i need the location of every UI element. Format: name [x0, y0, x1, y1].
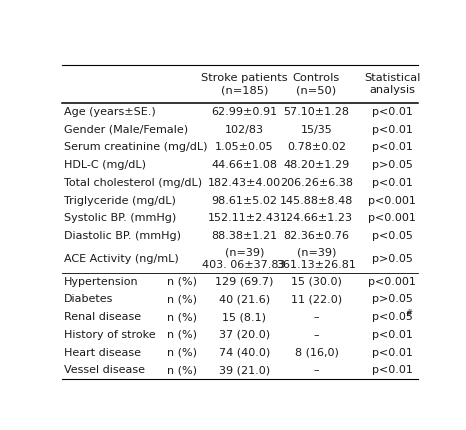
Text: 182.43±4.00: 182.43±4.00: [208, 178, 281, 188]
Text: p<0.01: p<0.01: [372, 178, 413, 188]
Text: 57.10±1.28: 57.10±1.28: [283, 107, 350, 117]
Text: –: –: [314, 312, 319, 322]
Text: 39 (21.0): 39 (21.0): [219, 366, 270, 375]
Text: n (%): n (%): [167, 295, 197, 304]
Text: n (%): n (%): [167, 366, 197, 375]
Text: p<0.001: p<0.001: [369, 196, 416, 206]
Text: n (%): n (%): [167, 330, 197, 340]
Text: Controls
(n=50): Controls (n=50): [293, 73, 340, 95]
Text: (n=39)
403. 06±37.83: (n=39) 403. 06±37.83: [203, 248, 286, 270]
Text: 102/83: 102/83: [225, 125, 264, 135]
Text: 129 (69.7): 129 (69.7): [215, 276, 274, 287]
Text: #: #: [405, 310, 412, 319]
Text: 152.11±2.43: 152.11±2.43: [208, 213, 281, 224]
Text: 0.78±0.02: 0.78±0.02: [287, 142, 346, 152]
Text: p>0.05: p>0.05: [372, 160, 413, 170]
Text: Statistical
analysis: Statistical analysis: [364, 73, 420, 95]
Text: 48.20±1.29: 48.20±1.29: [283, 160, 350, 170]
Text: n (%): n (%): [167, 276, 197, 287]
Text: Diabetes: Diabetes: [64, 295, 113, 304]
Text: 62.99±0.91: 62.99±0.91: [211, 107, 277, 117]
Text: 15 (30.0): 15 (30.0): [291, 276, 342, 287]
Text: n (%): n (%): [167, 312, 197, 322]
Text: 15 (8.1): 15 (8.1): [222, 312, 266, 322]
Text: Total cholesterol (mg/dL): Total cholesterol (mg/dL): [64, 178, 202, 188]
Text: p>0.05: p>0.05: [372, 254, 413, 264]
Text: 206.26±6.38: 206.26±6.38: [280, 178, 353, 188]
Text: Stroke patients
(n=185): Stroke patients (n=185): [201, 73, 288, 95]
Text: Triglyceride (mg/dL): Triglyceride (mg/dL): [64, 196, 176, 206]
Text: 44.66±1.08: 44.66±1.08: [211, 160, 277, 170]
Text: 145.88±8.48: 145.88±8.48: [280, 196, 353, 206]
Text: 88.38±1.21: 88.38±1.21: [211, 231, 277, 241]
Text: 82.36±0.76: 82.36±0.76: [283, 231, 350, 241]
Text: 1.05±0.05: 1.05±0.05: [215, 142, 274, 152]
Text: –: –: [314, 366, 319, 375]
Text: p<0.01: p<0.01: [372, 125, 413, 135]
Text: HDL-C (mg/dL): HDL-C (mg/dL): [64, 160, 146, 170]
Text: (n=39)
361.13±26.81: (n=39) 361.13±26.81: [276, 248, 356, 270]
Text: Serum creatinine (mg/dL): Serum creatinine (mg/dL): [64, 142, 207, 152]
Text: Hypertension: Hypertension: [64, 276, 138, 287]
Text: p<0.01: p<0.01: [372, 366, 413, 375]
Text: 40 (21.6): 40 (21.6): [219, 295, 270, 304]
Text: Diastolic BP. (mmHg): Diastolic BP. (mmHg): [64, 231, 181, 241]
Text: 98.61±5.02: 98.61±5.02: [211, 196, 277, 206]
Text: Vessel disease: Vessel disease: [64, 366, 144, 375]
Text: n (%): n (%): [167, 348, 197, 358]
Text: p<0.01: p<0.01: [372, 107, 413, 117]
Text: p<0.001: p<0.001: [369, 213, 416, 224]
Text: p>0.05: p>0.05: [372, 295, 413, 304]
Text: 37 (20.0): 37 (20.0): [219, 330, 270, 340]
Text: –: –: [314, 330, 319, 340]
Text: p<0.01: p<0.01: [372, 330, 413, 340]
Text: 74 (40.0): 74 (40.0): [219, 348, 270, 358]
Text: p<0.01: p<0.01: [372, 348, 413, 358]
Text: p<0.05: p<0.05: [372, 231, 413, 241]
Text: p<0.05: p<0.05: [372, 312, 413, 322]
Text: Heart disease: Heart disease: [64, 348, 141, 358]
Text: 8 (16,0): 8 (16,0): [295, 348, 338, 358]
Text: 124.66±1.23: 124.66±1.23: [280, 213, 353, 224]
Text: p<0.01: p<0.01: [372, 142, 413, 152]
Text: 15/35: 15/35: [301, 125, 332, 135]
Text: Age (years±SE.): Age (years±SE.): [64, 107, 156, 117]
Text: Systolic BP. (mmHg): Systolic BP. (mmHg): [64, 213, 176, 224]
Text: p<0.001: p<0.001: [369, 276, 416, 287]
Text: History of stroke: History of stroke: [64, 330, 155, 340]
Text: Gender (Male/Female): Gender (Male/Female): [64, 125, 188, 135]
Text: Renal disease: Renal disease: [64, 312, 141, 322]
Text: 11 (22.0): 11 (22.0): [291, 295, 342, 304]
Text: ACE Activity (ng/mL): ACE Activity (ng/mL): [64, 254, 178, 264]
